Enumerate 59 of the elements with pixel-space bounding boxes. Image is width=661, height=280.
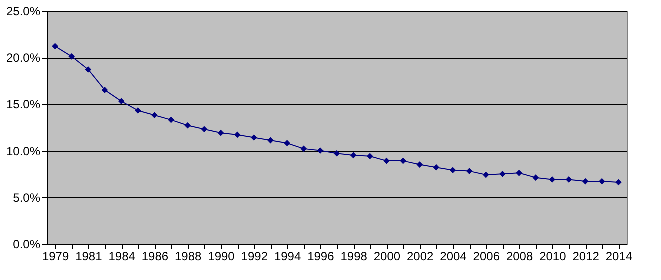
x-tick-label: 1979: [42, 250, 70, 264]
point: [52, 43, 58, 50]
point: [68, 54, 76, 60]
point: [184, 122, 192, 129]
x-tick-label: 2004: [440, 250, 468, 264]
point: [268, 137, 274, 144]
point: [168, 116, 174, 124]
point: [102, 87, 108, 94]
point: [317, 148, 324, 154]
point: [218, 130, 224, 136]
point: [334, 150, 340, 157]
point: [350, 152, 357, 159]
point: [616, 179, 622, 186]
point: [450, 167, 456, 174]
x-tick-label: 2010: [540, 250, 567, 264]
point: [85, 66, 92, 73]
point: [416, 162, 424, 168]
point: [384, 158, 390, 164]
x-tick-label: 1992: [241, 250, 268, 264]
point: [598, 178, 606, 185]
x-tick-label: 2000: [374, 250, 401, 264]
x-tick-label: 2006: [473, 250, 500, 264]
x-tick-label: 2008: [506, 250, 534, 264]
x-tick-label: 2014: [606, 250, 633, 264]
x-tick-label: 1990: [208, 250, 236, 264]
point: [500, 170, 506, 178]
point: [366, 153, 374, 160]
point: [549, 176, 556, 183]
point: [466, 168, 473, 174]
x-tick-label: 1994: [274, 250, 302, 264]
point: [582, 178, 589, 185]
y-tick-label: 15.0%: [6, 98, 41, 112]
y-tick-label: 5.0%: [13, 190, 41, 205]
point: [516, 170, 522, 176]
x-tick-label: 1981: [76, 250, 103, 264]
x-tick-label: 1988: [175, 250, 202, 264]
x-tick-label: 2012: [572, 250, 600, 264]
point: [433, 164, 440, 171]
point: [250, 134, 258, 141]
x-tick-label: 1986: [142, 250, 169, 264]
y-tick-label: 20.0%: [6, 51, 41, 66]
point: [134, 108, 142, 114]
point: [152, 112, 158, 119]
x-tick-label: 1996: [308, 250, 335, 264]
x-tick-label: 2002: [407, 250, 434, 264]
point: [118, 98, 125, 105]
y-tick-label: 10.0%: [6, 144, 41, 158]
y-tick-label: 25.0%: [6, 4, 41, 18]
point: [201, 126, 208, 133]
point: [284, 140, 290, 147]
point: [300, 146, 308, 152]
point: [400, 158, 406, 164]
x-tick-label: 1998: [340, 250, 368, 264]
x-tick-label: 1984: [108, 250, 136, 264]
point: [482, 172, 490, 178]
y-tick-label: 0.0%: [13, 238, 41, 252]
point: [566, 176, 572, 183]
point: [532, 174, 540, 181]
point: [234, 132, 241, 138]
